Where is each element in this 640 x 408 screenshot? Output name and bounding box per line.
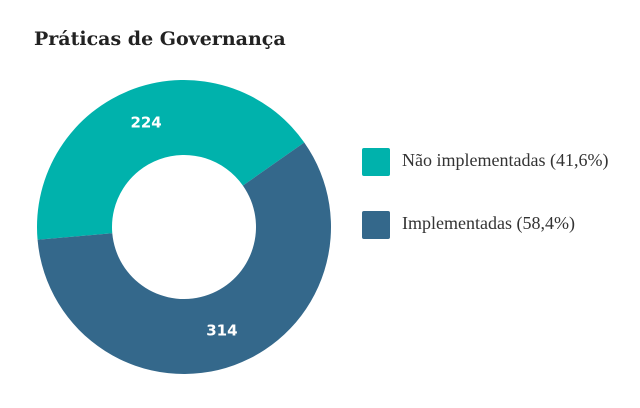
legend-label: Implementadas (58,4%) [402,213,575,234]
value-label: 224 [130,114,161,132]
legend-swatch [362,148,390,176]
value-label: 314 [206,321,237,339]
legend-label: Não implementadas (41,6%) [402,150,608,171]
chart-title: Práticas de Governança [34,28,286,50]
legend-swatch [362,211,390,239]
donut-slice [37,79,305,240]
donut-slice [37,142,331,374]
